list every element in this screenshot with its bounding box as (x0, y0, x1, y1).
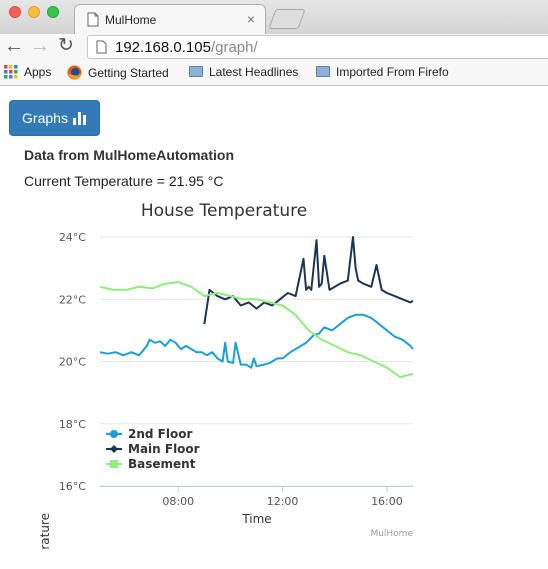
bookmark-imported-from-firefox[interactable]: Imported From Firefo (316, 65, 449, 79)
document-icon (87, 12, 99, 27)
page-icon (96, 40, 107, 54)
graphs-button[interactable]: Graphs (9, 100, 100, 136)
browser-toolbar: ← → ↻ 192.168.0.105/graph/ (0, 34, 548, 60)
x-tick-label: 12:00 (267, 495, 299, 508)
series-line-main-floor (203, 236, 414, 325)
bookmark-label: Imported From Firefo (336, 65, 449, 79)
reload-icon[interactable]: ↻ (58, 35, 74, 56)
series-line-2nd-floor (99, 313, 414, 369)
bookmark-label: Latest Headlines (209, 65, 299, 79)
window-close-button[interactable] (9, 6, 21, 18)
y-tick-label: 18°C (59, 418, 86, 431)
tab-close-button[interactable]: × (246, 11, 255, 27)
legend-item-label: Main Floor (128, 442, 200, 456)
window-maximize-button[interactable] (47, 6, 59, 18)
y-tick-label: 16°C (59, 480, 86, 493)
apps-grid-icon (4, 65, 18, 79)
chart-credits: MulHome (370, 529, 413, 539)
x-axis-label: Time (241, 512, 271, 526)
bookmark-latest-headlines[interactable]: Latest Headlines (189, 65, 298, 79)
temperature-chart: House Temperature 16°C 18°C 20°C 22°C 24°C 08… (38, 201, 414, 550)
back-arrow-icon[interactable]: ← (4, 35, 24, 57)
bookmark-label: Apps (24, 65, 52, 79)
forward-arrow-icon[interactable]: → (30, 35, 50, 57)
browser-tab-strip: MulHome × (0, 0, 548, 34)
folder-icon (316, 66, 330, 77)
y-tick-label: 22°C (59, 293, 86, 306)
bookmark-getting-started[interactable]: Getting Started (67, 65, 169, 80)
bar-chart-icon (72, 111, 86, 125)
firefox-icon (67, 65, 82, 80)
new-tab-button[interactable] (268, 9, 306, 29)
series-lines (99, 236, 414, 379)
tab-title: MulHome (105, 13, 157, 27)
legend-item-label: 2nd Floor (128, 427, 192, 441)
address-path: /graph/ (210, 39, 258, 56)
x-tick-label: 08:00 (162, 495, 194, 508)
x-tick-label: 16:00 (371, 495, 403, 508)
browser-tab[interactable]: MulHome × (74, 4, 266, 34)
series-line-basement (99, 281, 414, 379)
bookmarks-bar: Apps Getting Started Latest Headlines Im… (0, 60, 548, 86)
y-axis-label: Temperature (38, 513, 52, 550)
window-minimize-button[interactable] (28, 6, 40, 18)
current-temperature: Current Temperature = 21.95 °C (24, 173, 224, 189)
bookmark-label: Getting Started (88, 66, 169, 80)
address-url: 192.168.0.105/graph/ (115, 39, 258, 56)
folder-icon (189, 66, 203, 77)
legend-item-label: Basement (128, 457, 196, 471)
address-bar[interactable]: 192.168.0.105/graph/ (87, 35, 548, 59)
page-heading: Data from MulHomeAutomation (24, 147, 234, 163)
legend-marker-circle (110, 430, 118, 438)
chart-title: House Temperature (141, 201, 307, 221)
legend-marker-square (110, 460, 118, 468)
address-host: 192.168.0.105 (115, 39, 211, 56)
y-tick-label: 20°C (59, 356, 86, 369)
axes: 16°C 18°C 20°C 22°C 24°C 08:00 12:00 16:00 (59, 231, 413, 508)
legend-marker-diamond (110, 445, 118, 453)
y-tick-label: 24°C (59, 231, 86, 244)
bookmark-apps[interactable]: Apps (4, 65, 51, 79)
graphs-button-label: Graphs (22, 110, 68, 126)
